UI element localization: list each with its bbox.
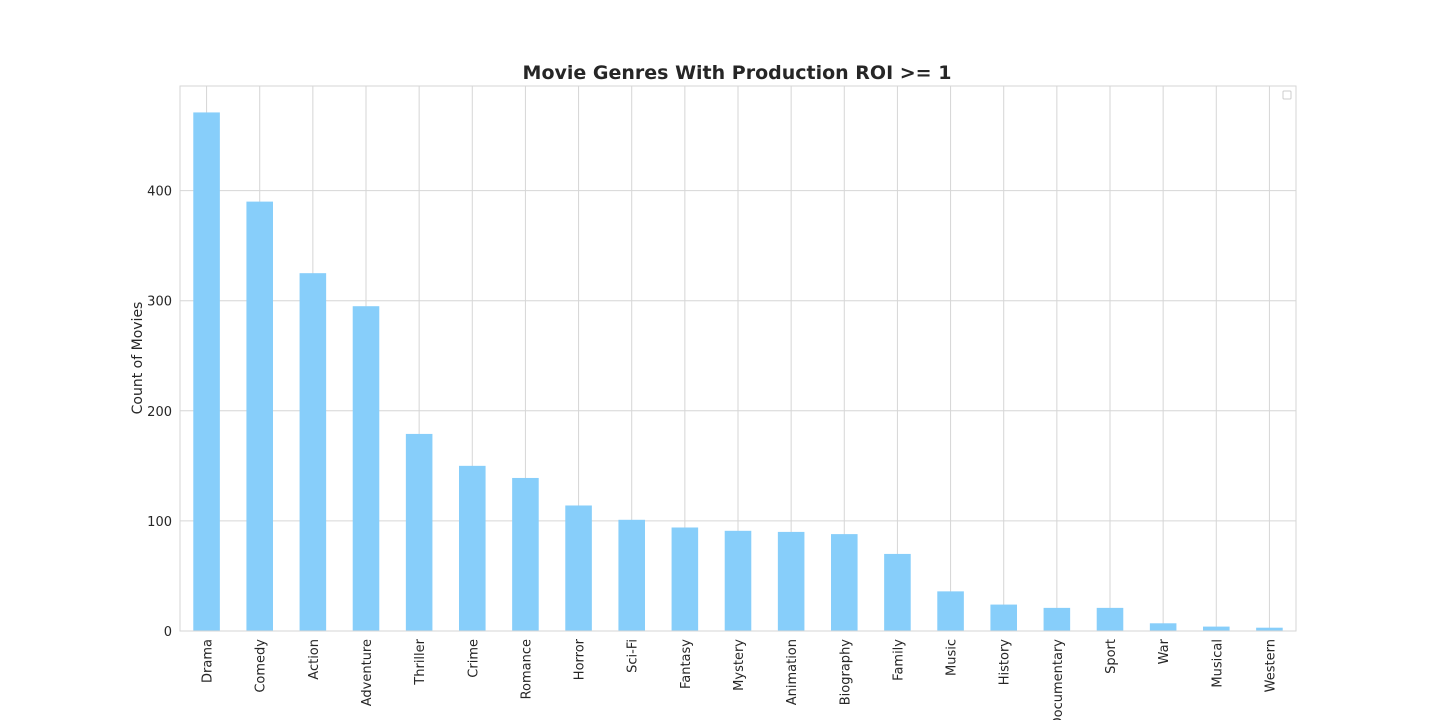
bar-adventure bbox=[352, 306, 380, 631]
bars bbox=[193, 112, 1283, 631]
x-tick-label: Music bbox=[945, 639, 960, 676]
bar-animation bbox=[777, 531, 805, 631]
bar-romance bbox=[512, 477, 539, 631]
bar-thriller bbox=[405, 433, 433, 631]
bar-mystery bbox=[724, 530, 752, 631]
bar-biography bbox=[831, 534, 858, 631]
x-tick-label: Sci-Fi bbox=[626, 639, 641, 673]
legend-box bbox=[1282, 90, 1292, 100]
x-tick-label: Romance bbox=[519, 639, 534, 699]
y-tick-label: 400 bbox=[147, 185, 172, 200]
x-tick-label: Comedy bbox=[254, 639, 269, 693]
x-tick-label: Fantasy bbox=[679, 639, 694, 689]
bar-fantasy bbox=[671, 527, 699, 631]
bar-western bbox=[1256, 627, 1283, 631]
x-tick-label: Action bbox=[307, 639, 322, 680]
chart-title: Movie Genres With Production ROI >= 1 bbox=[523, 62, 952, 84]
bar-documentary bbox=[1043, 607, 1071, 631]
x-tick-label: Crime bbox=[466, 639, 481, 678]
x-tick-label: Drama bbox=[201, 639, 216, 683]
x-tick-label: Western bbox=[1263, 639, 1278, 692]
bar-horror bbox=[565, 505, 592, 631]
bar-comedy bbox=[246, 201, 273, 631]
y-axis-ticks: 0 100 200 300 400 bbox=[147, 185, 172, 640]
plot-frame bbox=[179, 85, 1297, 632]
bar-drama bbox=[193, 112, 220, 631]
y-axis-label: Count of Movies bbox=[130, 302, 146, 415]
bar-sci-fi bbox=[618, 519, 645, 631]
bar-history bbox=[990, 604, 1017, 631]
x-axis-ticks: Drama Comedy Action Adventure Thriller Crime R… bbox=[201, 638, 1279, 724]
x-tick-label: War bbox=[1157, 638, 1172, 664]
y-tick-label: 200 bbox=[147, 405, 172, 420]
x-tick-label: Musical bbox=[1210, 639, 1225, 688]
x-tick-label: Documentary bbox=[1051, 639, 1066, 720]
x-tick-label: Sport bbox=[1104, 639, 1119, 674]
x-tick-label: Biography bbox=[838, 639, 853, 706]
bar-crime bbox=[459, 465, 486, 631]
bar-action bbox=[299, 273, 327, 631]
bar-war bbox=[1149, 623, 1177, 631]
x-tick-label: Mystery bbox=[732, 639, 747, 691]
bar-family bbox=[884, 553, 911, 631]
x-tick-label: Family bbox=[891, 639, 906, 681]
y-tick-label: 100 bbox=[147, 515, 172, 530]
x-tick-label: History bbox=[998, 639, 1013, 686]
y-tick-label: 0 bbox=[164, 625, 172, 640]
bar-music bbox=[937, 591, 964, 631]
x-tick-label: Thriller bbox=[413, 638, 428, 685]
x-tick-label: Horror bbox=[573, 638, 588, 680]
y-tick-label: 300 bbox=[147, 295, 172, 310]
bar-musical bbox=[1203, 626, 1230, 631]
x-tick-label: Animation bbox=[785, 639, 800, 705]
bar-sport bbox=[1096, 607, 1124, 631]
x-tick-label: Adventure bbox=[360, 639, 375, 706]
